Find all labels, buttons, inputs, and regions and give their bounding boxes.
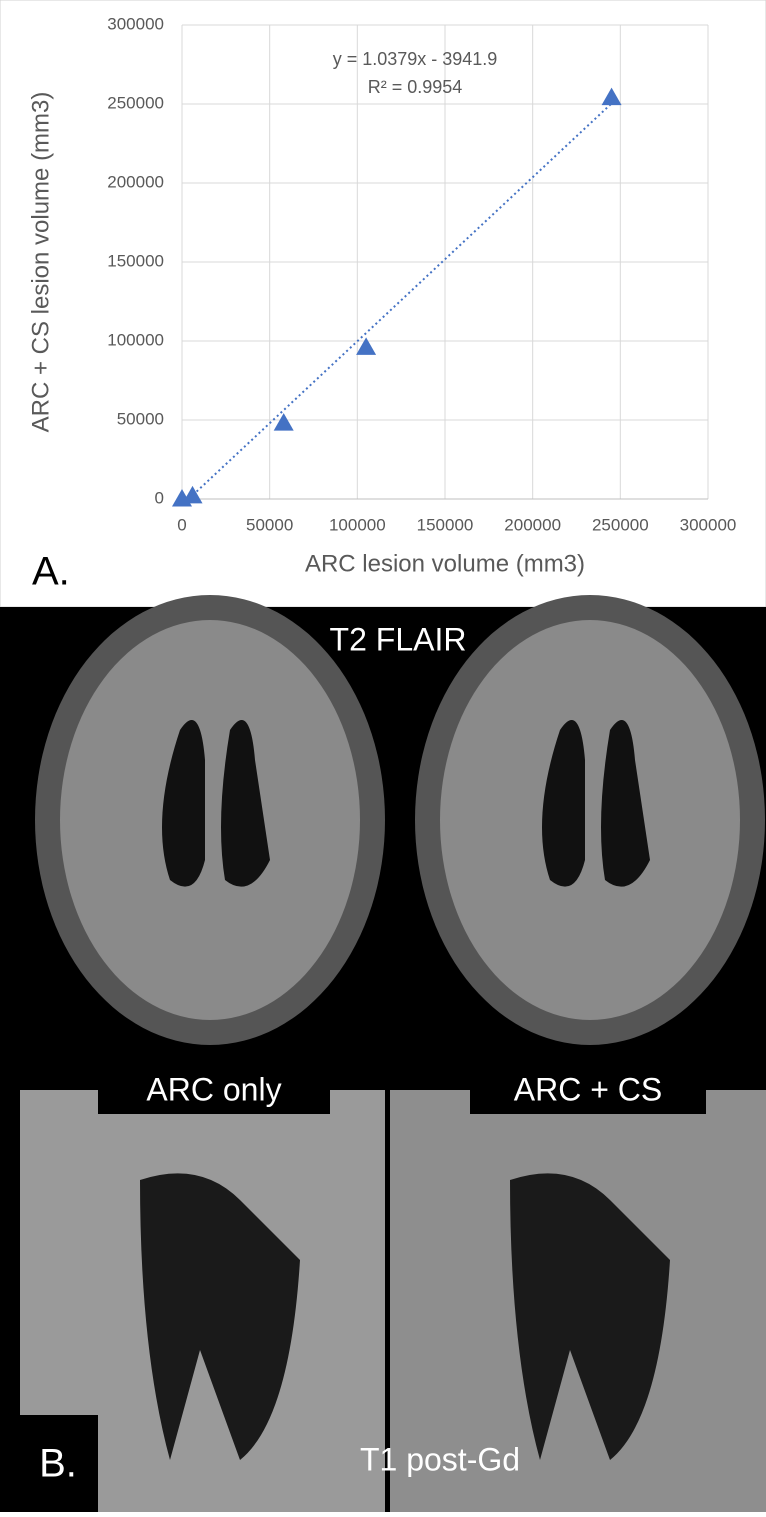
data-point — [601, 87, 622, 106]
y-tick-label: 250000 — [107, 93, 164, 112]
y-tick-label: 0 — [155, 488, 164, 507]
x-tick-label: 0 — [177, 515, 186, 534]
y-tick-label: 200000 — [107, 172, 164, 191]
caption: T1 post-Gd — [360, 1441, 520, 1477]
data-point — [273, 413, 294, 431]
caption-box — [470, 1068, 706, 1114]
caption-box — [98, 1068, 330, 1114]
panel-label-box — [18, 1415, 98, 1512]
ventricles — [162, 720, 270, 887]
ventricles — [140, 1173, 300, 1460]
x-tick-label: 150000 — [417, 515, 474, 534]
x-tick-label: 250000 — [592, 515, 649, 534]
caption: ARC only — [146, 1071, 281, 1107]
y-tick-label: 50000 — [117, 409, 164, 428]
x-tick-label: 200000 — [504, 515, 561, 534]
ventricles — [510, 1173, 670, 1460]
chart-panel — [0, 0, 766, 608]
data-point — [356, 337, 377, 355]
caption: T2 FLAIR — [330, 621, 467, 657]
trendline — [181, 102, 613, 506]
plot: 0 50000 100000 150000 200000 250000 300000 0 500… — [107, 14, 736, 534]
panel-label: B. — [39, 1442, 77, 1486]
x-tick-label: 300000 — [680, 515, 737, 534]
mri-flair-left-tissue — [60, 620, 360, 1020]
x-tick-label: 50000 — [246, 515, 293, 534]
y-tick-label: 100000 — [107, 330, 164, 349]
equation: y = 1.0379x - 3941.9 — [333, 49, 498, 69]
data-point — [182, 485, 203, 504]
mri-flair-right-tissue — [440, 620, 740, 1020]
r-squared: R² = 0.9954 — [368, 77, 463, 97]
panel-label: A. — [32, 550, 70, 594]
x-tick-label: 100000 — [329, 515, 386, 534]
ventricles — [542, 720, 650, 887]
caption: ARC + CS — [514, 1071, 662, 1107]
y-tick-label: 150000 — [107, 251, 164, 270]
y-axis-title: ARC + CS lesion volume (mm3) — [27, 92, 54, 433]
x-axis-title: ARC lesion volume (mm3) — [305, 550, 585, 577]
y-tick-label: 300000 — [107, 14, 164, 33]
